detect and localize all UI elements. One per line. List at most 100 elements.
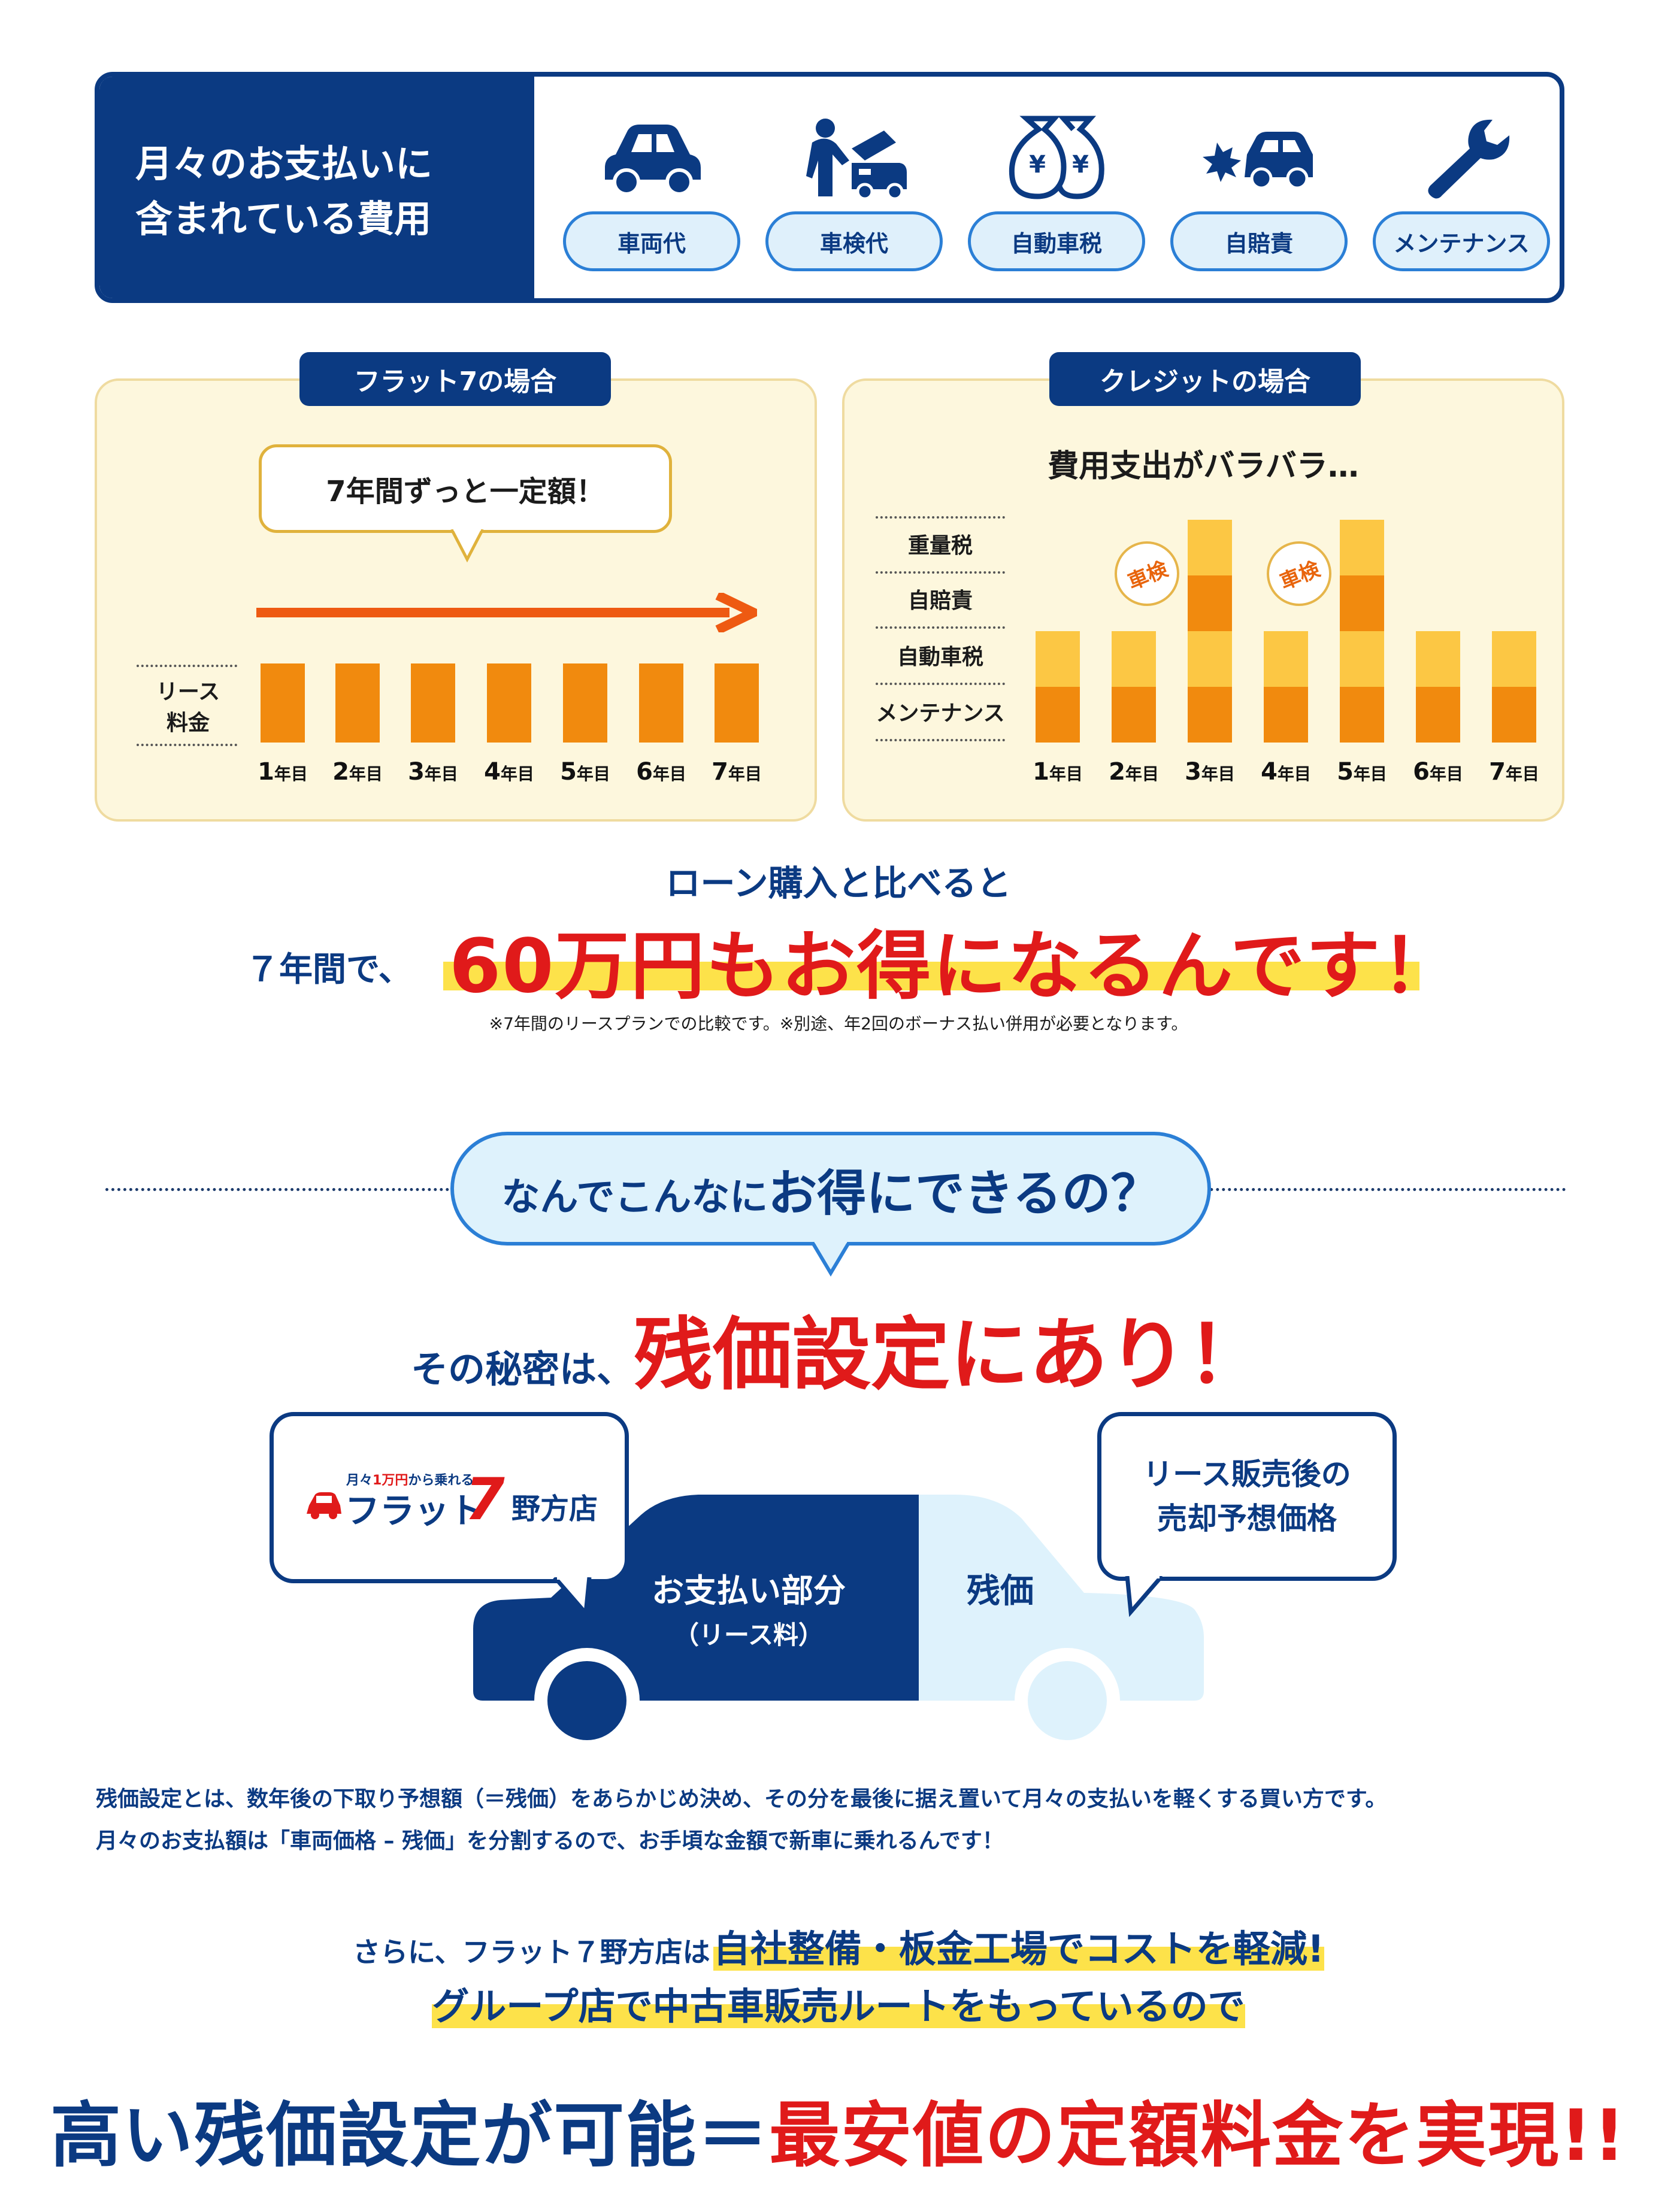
credit-bar-segment — [1340, 575, 1384, 631]
logo-tagline-post: から乗れる — [408, 1473, 474, 1488]
credit-bar-segment — [1492, 631, 1536, 687]
logo-tagline-pre: 月々 — [346, 1473, 373, 1488]
credit-bar-segment — [1188, 631, 1232, 687]
year-number: 3 — [408, 758, 425, 786]
credit-bar-segment — [1112, 687, 1156, 743]
credit-bar-segment — [1036, 631, 1080, 687]
legend-label: 重量税 — [907, 534, 973, 558]
explanation-line2: 月々のお支払額は「車両価格 – 残価」を分割するので、お手頃な金額で新車に乗れる… — [96, 1829, 1004, 1853]
year-label: 1年目 — [247, 758, 319, 786]
credit-bar-segment — [1264, 631, 1308, 687]
car-accident-icon — [1203, 132, 1313, 190]
logo-tagline: 月々1万円から乗れる — [346, 1469, 474, 1489]
compare-lead: ７年間で、 — [246, 950, 412, 989]
cost-item-inspection: 車検代 — [764, 77, 944, 298]
included-costs-title-panel: 月々のお支払いに 含まれている費用 — [99, 77, 534, 298]
year-label: 6年目 — [1402, 758, 1474, 786]
comparison-note: ※7年間のリースプランでの比較です。※別途、年2回のボーナス払い併用が必要となり… — [489, 1014, 1188, 1034]
question-bubble: なんでこんなにお得にできるの？ — [450, 1132, 1211, 1246]
legend-divider — [876, 571, 1005, 574]
year-label: 4年目 — [1250, 758, 1322, 786]
wrench-icon — [1428, 119, 1510, 199]
resale-bubble-tail — [1125, 1576, 1164, 1617]
credit-bar-segment — [1036, 687, 1080, 743]
year-number: 5 — [560, 758, 577, 786]
year-label: 1年目 — [1022, 758, 1094, 786]
legend-divider — [876, 516, 1005, 519]
sales-route-line: グループ店で中古車販売ルートをもっているので — [0, 1976, 1677, 2030]
credit-tab: クレジットの場合 — [1049, 352, 1361, 406]
legend-label: 自動車税 — [897, 645, 983, 669]
legend-divider — [876, 683, 1005, 685]
credit-heading: 費用支出がバラバラ… — [1048, 449, 1359, 484]
payment-portion-title: お支払い部分 — [652, 1572, 846, 1610]
question-part2: お得にできるの？ — [768, 1165, 1160, 1222]
question-bubble-tail — [810, 1242, 851, 1277]
credit-bar-segment — [1188, 520, 1232, 575]
question-part1: なんでこんなに — [501, 1175, 768, 1220]
included-costs-title: 月々のお支払いに 含まれている費用 — [135, 137, 507, 247]
year-label: 5年目 — [1326, 758, 1398, 786]
resale-line2: 売却予想価格 — [1157, 1501, 1337, 1536]
final-part2: 最安値の定額料金を実現!! — [769, 2094, 1627, 2177]
year-number: 4 — [484, 758, 501, 786]
year-number: 1 — [1033, 758, 1049, 786]
year-unit: 年目 — [1429, 764, 1463, 784]
year-unit: 年目 — [349, 764, 383, 784]
cost-pill-vehicle: 車両代 — [563, 211, 740, 271]
cost-pill-liability-insurance: 自賠責 — [1170, 211, 1348, 271]
logo-car-icon — [307, 1492, 341, 1519]
year-number: 4 — [1261, 758, 1278, 786]
year-unit: 年目 — [576, 764, 610, 784]
lease-fee-bar — [563, 663, 607, 743]
year-number: 2 — [1109, 758, 1125, 786]
payment-portion-sub: （リース料） — [674, 1620, 824, 1650]
year-unit: 年目 — [728, 764, 762, 784]
year-number: 1 — [258, 758, 274, 786]
sales-route-text: グループ店で中古車販売ルートをもっているので — [432, 1984, 1245, 2028]
year-label: 4年目 — [473, 758, 545, 786]
credit-bar-segment — [1492, 687, 1536, 743]
lease-fee-bar — [335, 663, 380, 743]
legend-label: メンテナンス — [876, 701, 1005, 726]
compare-highlight — [443, 962, 1419, 990]
year-unit: 年目 — [424, 764, 458, 784]
savings-headline: 60万円もお得になるんです！ — [449, 923, 1457, 1010]
year-number: 7 — [712, 758, 728, 786]
year-unit: 年目 — [1125, 764, 1159, 784]
flat-legend-divider-top — [137, 665, 237, 667]
year-unit: 年目 — [1201, 764, 1235, 784]
residual-explanation: 残価設定とは、数年後の下取り予想額（＝残価）をあらかじめ決め、その分を最後に据え… — [96, 1778, 1581, 1862]
year-number: 5 — [1337, 758, 1354, 786]
year-unit: 年目 — [500, 764, 534, 784]
cost-reduction-lead: さらに、フラット７野方店は — [353, 1936, 710, 1968]
logo-seven: 7 — [465, 1466, 505, 1533]
year-unit: 年目 — [652, 764, 686, 784]
flat7-tab: フラット7の場合 — [299, 352, 611, 406]
cost-reduction-strong: 自社整備・板金工場でコストを軽減! — [713, 1927, 1324, 1971]
year-label: 3年目 — [1174, 758, 1246, 786]
cost-reduction-line: さらに、フラット７野方店は 自社整備・板金工場でコストを軽減! — [0, 1919, 1677, 1972]
logo-bubble-tail — [553, 1577, 592, 1619]
lease-fee-bar — [261, 663, 305, 743]
title-line-2: 含まれている費用 — [135, 197, 432, 241]
final-headline: 高い残価設定が可能＝最安値の定額料金を実現!! — [0, 2078, 1677, 2180]
secret-headline: その秘密は、残価設定にあり！ — [0, 1291, 1677, 1405]
year-number: 6 — [1413, 758, 1430, 786]
year-unit: 年目 — [1505, 764, 1539, 784]
final-part1: 高い残価設定が可能＝ — [50, 2094, 770, 2177]
logo-tagline-price: 1万円 — [373, 1473, 408, 1488]
cost-item-liability-insurance: 自賠責 — [1169, 77, 1349, 298]
year-number: 7 — [1489, 758, 1506, 786]
constant-amount-bubble: 7年間ずっと一定額！ — [259, 444, 672, 533]
flat-legend-divider-bottom — [137, 744, 237, 746]
year-number: 3 — [1185, 758, 1201, 786]
lease-fee-legend-line1: リース — [156, 680, 220, 704]
year-number: 2 — [332, 758, 349, 786]
credit-bar-segment — [1340, 631, 1384, 687]
cost-pill-car-tax: 自動車税 — [968, 211, 1145, 271]
lease-fee-bar — [487, 663, 531, 743]
year-label: 5年目 — [549, 758, 621, 786]
year-label: 2年目 — [322, 758, 393, 786]
lease-fee-bar — [639, 663, 683, 743]
